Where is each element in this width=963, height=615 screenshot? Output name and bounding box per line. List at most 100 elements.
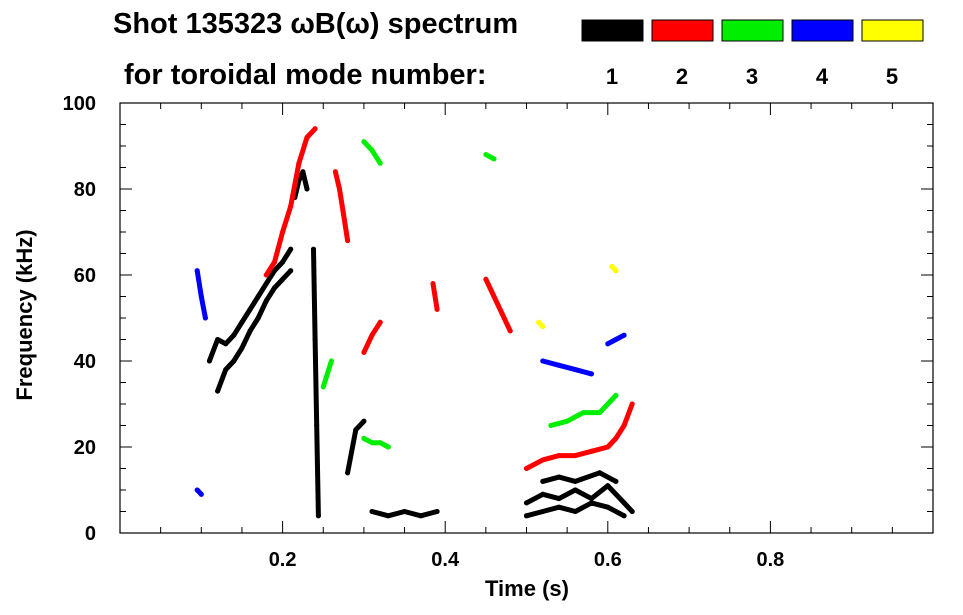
legend-label-1: 1 (606, 64, 618, 89)
point-n=1-6-5 (605, 483, 611, 489)
legend-label-2: 2 (676, 64, 688, 89)
point-n=4-1-0 (540, 358, 546, 364)
y-tick-label: 100 (63, 93, 96, 115)
trace-n=2-3 (483, 276, 513, 334)
y-tick-label: 20 (74, 437, 96, 459)
point-n=4-1-2 (572, 367, 578, 373)
point-n=2-4-0 (524, 466, 529, 471)
point-n=2-3-3 (507, 328, 513, 334)
point-n=2-3-2 (499, 311, 505, 317)
point-n=1-8-0 (540, 478, 546, 484)
legend-swatch-3 (721, 19, 784, 42)
point-n=1-6-1 (540, 491, 546, 497)
point-n=5-1-0 (536, 319, 542, 325)
y-tick-label: 80 (74, 179, 96, 201)
chart-title-line2: for toroidal mode number: (124, 59, 487, 91)
point-n=2-0-6 (312, 126, 318, 132)
point-n=2-4-4 (589, 448, 594, 454)
trace-n=4-1 (540, 358, 594, 377)
point-n=2-1-0 (332, 169, 338, 175)
point-n=1-1-3 (239, 345, 245, 351)
point-n=3-2-4 (613, 392, 619, 398)
point-n=4-3-0 (194, 487, 200, 493)
point-n=3-0-1 (369, 147, 375, 153)
legend-swatch-5 (861, 19, 924, 42)
point-n=2-1-3 (345, 238, 351, 244)
x-tick-label: 0.8 (756, 549, 784, 571)
point-n=2-4-1 (540, 457, 546, 463)
axis-ticks: 0.2 0.4 0.6 0.8 0 20 40 60 80 100 (63, 93, 933, 571)
point-n=1-7-6 (621, 513, 627, 519)
point-n=3-0-0 (361, 139, 367, 145)
point-n=2-3-1 (491, 294, 497, 299)
trace-n=3-1 (361, 435, 391, 450)
point-n=1-0-10 (288, 246, 294, 252)
point-n=5-1-1 (540, 324, 546, 330)
point-n=2-4-2 (556, 453, 562, 459)
point-n=1-7-5 (605, 504, 611, 510)
point-n=1-6-4 (589, 496, 594, 502)
point-n=1-0-7 (263, 281, 269, 287)
point-n=1-6-0 (524, 500, 529, 506)
point-n=1-0-2 (223, 341, 229, 347)
point-n=1-0-5 (247, 306, 253, 312)
x-tick-label: 0.4 (431, 549, 460, 571)
point-n=1-5-2 (402, 509, 407, 514)
point-n=3-3-1 (491, 156, 497, 162)
point-n=1-6-6 (621, 500, 627, 506)
point-n=3-3-0 (483, 152, 489, 158)
point-n=3-4-0 (320, 384, 326, 390)
point-n=2-0-1 (272, 259, 277, 265)
point-n=1-0-9 (280, 259, 286, 265)
point-n=1-5-4 (434, 509, 440, 514)
point-n=2-0-3 (288, 203, 294, 209)
point-n=1-6-7 (629, 509, 635, 514)
plot-data (194, 126, 635, 519)
point-n=2-0-5 (304, 134, 310, 140)
point-n=1-3-3 (315, 513, 321, 519)
point-n=2-5-1 (434, 306, 440, 312)
trace-n=2-5 (430, 281, 440, 312)
point-n=2-4-8 (629, 401, 635, 407)
point-n=1-1-4 (247, 328, 253, 334)
point-n=1-7-4 (589, 500, 594, 506)
point-n=4-2-2 (621, 332, 627, 338)
point-n=3-2-2 (580, 410, 586, 416)
point-n=2-3-0 (483, 276, 489, 282)
point-n=1-4-1 (353, 427, 359, 433)
point-n=1-3-0 (311, 246, 316, 252)
x-tick-label: 0.6 (594, 549, 622, 571)
point-n=1-0-1 (215, 337, 221, 342)
point-n=5-0-0 (609, 263, 615, 269)
point-n=1-7-0 (524, 513, 529, 519)
legend-swatch-2 (651, 19, 714, 42)
point-n=1-0-0 (206, 358, 212, 364)
point-n=4-3-1 (198, 491, 204, 497)
point-n=2-2-1 (369, 332, 375, 338)
point-n=4-0-2 (202, 315, 208, 321)
point-n=1-1-8 (280, 276, 286, 282)
point-n=2-4-3 (572, 453, 578, 459)
point-n=1-2-3 (304, 186, 310, 192)
point-n=2-0-0 (263, 272, 269, 278)
point-n=4-0-1 (198, 294, 204, 299)
series-n=1 (206, 169, 635, 519)
point-n=4-2-0 (605, 341, 611, 347)
point-n=1-7-3 (572, 509, 578, 514)
point-n=1-4-2 (361, 418, 367, 424)
point-n=2-5-0 (430, 281, 436, 287)
point-n=1-5-0 (369, 509, 375, 514)
legend-swatch-4 (791, 19, 854, 42)
point-n=2-2-2 (377, 319, 383, 325)
point-n=2-4-6 (613, 435, 619, 441)
point-n=2-2-0 (361, 349, 367, 355)
point-n=1-6-2 (556, 496, 562, 502)
point-n=1-3-1 (312, 337, 318, 342)
point-n=4-1-3 (589, 371, 594, 377)
point-n=1-5-1 (385, 513, 391, 519)
point-n=2-4-5 (605, 444, 611, 450)
trace-n=2-1 (332, 169, 351, 244)
point-n=3-4-1 (328, 358, 334, 364)
point-n=1-0-4 (239, 319, 245, 325)
point-n=3-0-2 (377, 160, 383, 166)
